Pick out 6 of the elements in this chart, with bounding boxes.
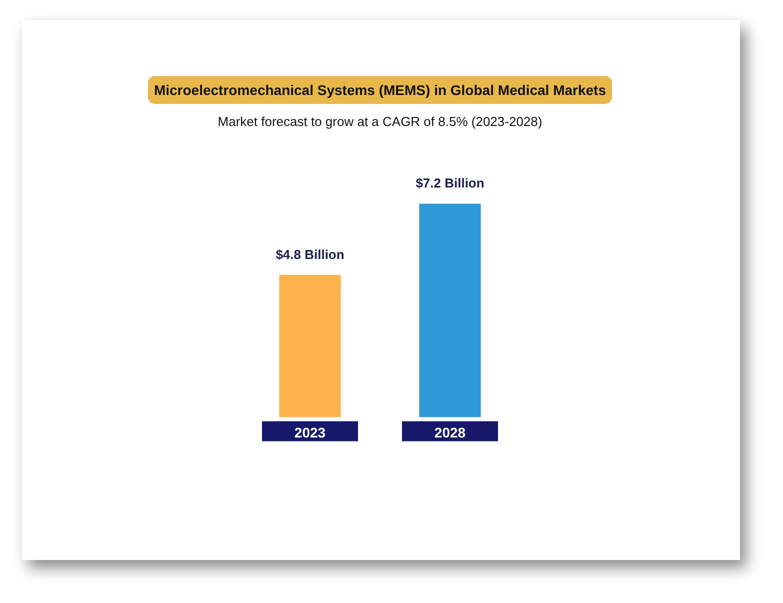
x-tick-label: 2028 [434,424,466,440]
chart-subtitle: Market forecast to grow at a CAGR of 8.5% (2023-2028) [216,114,544,129]
chart-title: Microelectromechanical Systems (MEMS) in Global Medical Markets [148,76,612,104]
data-label: $4.8 Billion [276,246,344,262]
x-tick-label: 2023 [294,424,326,440]
data-label: $7.2 Billion [416,176,484,191]
